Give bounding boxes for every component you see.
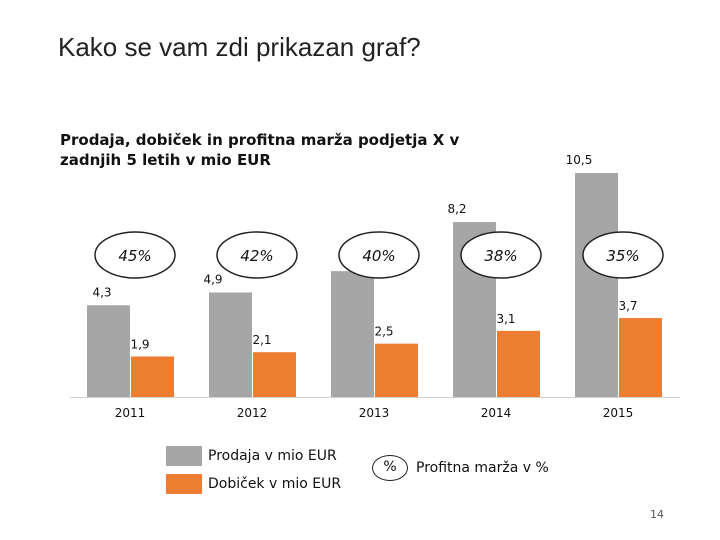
data-label-profit: 1,9 xyxy=(130,337,149,351)
bar-sales xyxy=(87,305,130,397)
chart-title: Prodaja, dobiček in profitna marža podje… xyxy=(60,131,460,169)
margin-label: 42% xyxy=(240,247,273,265)
bar-profit xyxy=(497,330,540,397)
data-label-sales: 4,9 xyxy=(203,272,222,286)
margin-oval xyxy=(94,231,176,279)
data-label-sales: 8,2 xyxy=(447,202,466,216)
data-label-profit: 3,7 xyxy=(618,299,637,313)
bar-profit xyxy=(131,356,174,397)
bar-sales xyxy=(331,271,374,397)
x-tick-label: 2014 xyxy=(481,406,512,420)
bar-profit xyxy=(253,352,296,397)
margin-oval xyxy=(216,231,298,279)
page-number: 14 xyxy=(650,508,664,521)
bar-profit xyxy=(619,318,662,397)
legend-margin-marker: % xyxy=(372,455,408,481)
margin-label: 38% xyxy=(484,247,517,265)
margin-oval xyxy=(338,231,420,279)
x-tick-label: 2013 xyxy=(359,406,390,420)
margin-label: 35% xyxy=(606,247,639,265)
legend-label-profit: Dobiček v mio EUR xyxy=(208,476,342,492)
data-label-profit: 2,1 xyxy=(252,333,271,347)
margin-oval xyxy=(460,231,542,279)
margin-label: 40% xyxy=(362,247,395,265)
bar-sales xyxy=(575,173,618,397)
data-label-profit: 2,5 xyxy=(374,325,393,339)
data-label-profit: 3,1 xyxy=(496,312,515,326)
margin-label: 45% xyxy=(118,247,151,265)
legend-swatch-sales xyxy=(166,446,202,466)
x-tick-label: 2012 xyxy=(237,406,268,420)
margin-oval xyxy=(582,231,664,279)
slide-title: Kako se vam zdi prikazan graf? xyxy=(58,32,421,62)
data-label-sales: 10,5 xyxy=(566,153,593,167)
data-label-sales: 4,3 xyxy=(92,285,111,299)
bar-profit xyxy=(375,343,418,397)
legend-label-margin: Profitna marža v % xyxy=(416,460,549,476)
x-tick-label: 2011 xyxy=(115,406,146,420)
bar-sales xyxy=(209,292,252,397)
legend-swatch-profit xyxy=(166,474,202,494)
legend-label-sales: Prodaja v mio EUR xyxy=(208,448,337,464)
x-tick-label: 2015 xyxy=(603,406,634,420)
